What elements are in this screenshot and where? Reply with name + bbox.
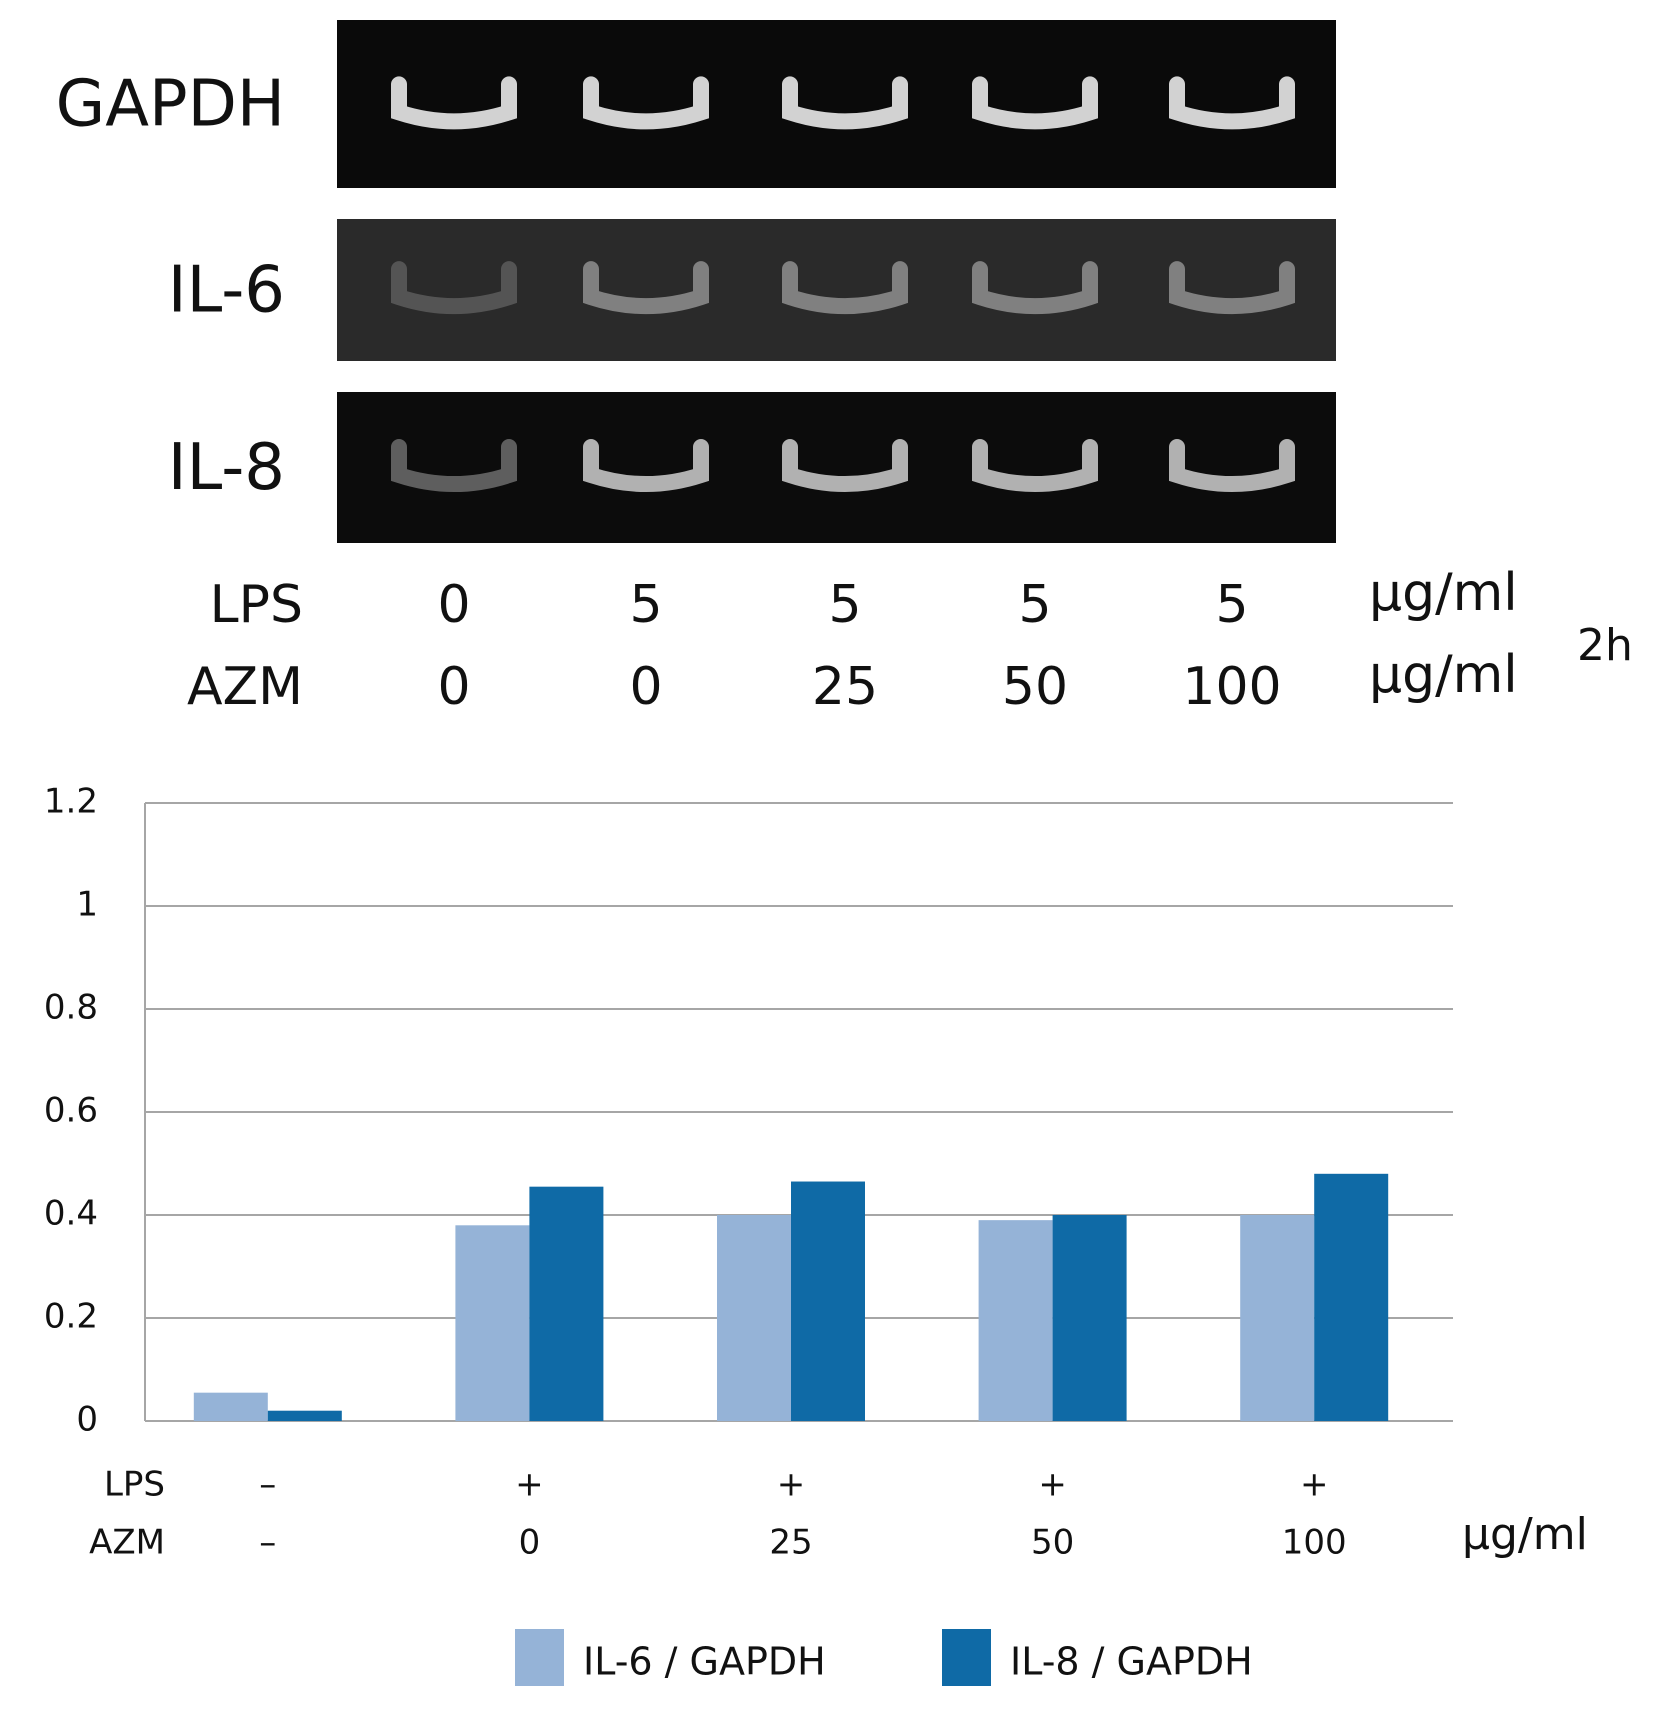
gel-row-label: GAPDH: [56, 68, 285, 142]
bar: [1240, 1215, 1315, 1421]
x-row-label: AZM: [89, 1523, 165, 1563]
x-tick-label: –: [259, 1465, 276, 1505]
bar: [791, 1181, 865, 1421]
condition-value: 25: [812, 657, 878, 717]
x-tick-label: +: [1300, 1465, 1329, 1505]
gel-row-label: IL-6: [168, 254, 285, 328]
time-label: 2h: [1577, 620, 1633, 671]
gel-band: [583, 76, 709, 130]
legend-swatch: [942, 1629, 991, 1686]
bar: [267, 1410, 342, 1421]
gel-band: [782, 76, 908, 130]
condition-value: 5: [1018, 575, 1051, 635]
condition-label: LPS: [210, 575, 303, 635]
x-tick-label: +: [515, 1465, 544, 1505]
y-tick-label: 1: [76, 885, 98, 925]
legend-label: IL-6 / GAPDH: [583, 1640, 826, 1684]
gel-band: [391, 261, 517, 315]
condition-value: 5: [1215, 575, 1248, 635]
legend-swatch: [515, 1629, 564, 1686]
y-tick-label: 0.8: [44, 988, 98, 1028]
condition-value: 50: [1002, 657, 1068, 717]
gel-band: [782, 439, 908, 492]
gel-band: [782, 261, 908, 315]
y-tick-label: 0: [76, 1400, 98, 1440]
y-tick-label: 0.6: [44, 1091, 98, 1131]
gel-band: [583, 439, 709, 492]
gel-band: [583, 261, 709, 315]
bar: [978, 1220, 1053, 1421]
condition-value: 5: [828, 575, 861, 635]
x-tick-label: 100: [1282, 1523, 1347, 1563]
condition-value: 0: [437, 575, 470, 635]
bar: [1052, 1215, 1127, 1421]
x-row-label: LPS: [104, 1465, 165, 1505]
condition-unit: µg/ml: [1369, 563, 1518, 623]
gel-band: [972, 76, 1098, 130]
bar: [455, 1225, 530, 1421]
gel-band: [391, 76, 517, 130]
x-tick-label: +: [777, 1465, 806, 1505]
gel-image: [337, 219, 1336, 361]
y-tick-label: 1.2: [44, 782, 98, 822]
legend-label: IL-8 / GAPDH: [1010, 1640, 1253, 1684]
gel-band: [391, 439, 517, 492]
gel-band: [1169, 76, 1295, 130]
condition-value: 0: [629, 657, 662, 717]
x-tick-label: 0: [519, 1523, 541, 1563]
gel-band: [972, 439, 1098, 492]
bar: [717, 1215, 791, 1421]
gel-band: [1169, 261, 1295, 315]
gel-image: [337, 20, 1336, 188]
condition-value: 0: [437, 657, 470, 717]
bar: [529, 1186, 604, 1421]
x-tick-label: +: [1038, 1465, 1067, 1505]
gel-band: [1169, 439, 1295, 492]
condition-unit: µg/ml: [1369, 645, 1518, 705]
x-tick-label: 25: [769, 1523, 812, 1563]
condition-label: AZM: [187, 657, 303, 717]
x-unit: µg/ml: [1462, 1509, 1588, 1560]
bar: [193, 1392, 268, 1421]
gel-band: [972, 261, 1098, 315]
y-tick-label: 0.2: [44, 1297, 98, 1337]
gel-image: [337, 392, 1336, 543]
bar: [1314, 1173, 1389, 1421]
x-tick-label: –: [259, 1523, 276, 1563]
x-tick-label: 50: [1031, 1523, 1074, 1563]
condition-value: 100: [1182, 657, 1281, 717]
condition-value: 5: [629, 575, 662, 635]
gel-row-label: IL-8: [168, 431, 285, 505]
y-tick-label: 0.4: [44, 1194, 98, 1234]
